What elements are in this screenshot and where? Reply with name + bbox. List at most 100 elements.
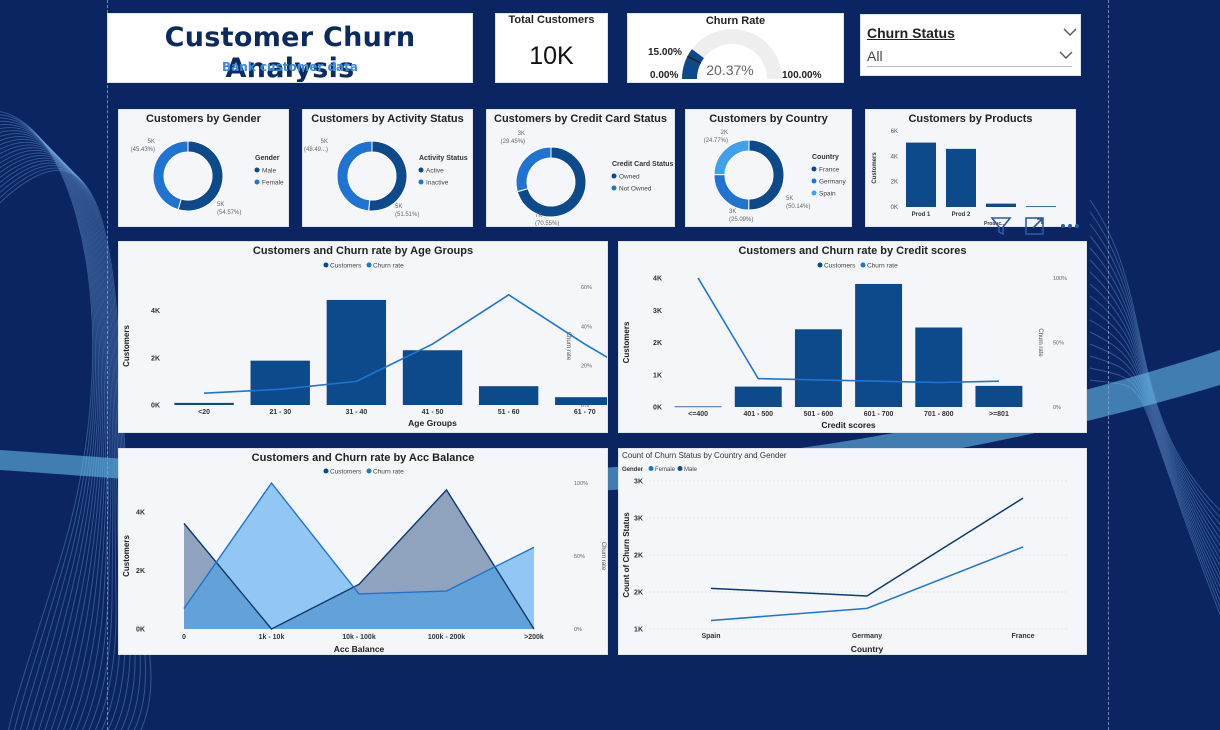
bar (794, 329, 842, 407)
wave-line (0, 130, 103, 730)
card-acc-balance[interactable]: Customers and Churn rate by Acc Balance … (118, 448, 608, 655)
series-line-female (710, 546, 1024, 622)
slicer-value: All (867, 48, 883, 64)
legend-title: Gender (255, 155, 280, 162)
chevron-down-icon[interactable] (1063, 27, 1077, 37)
x-tick-label: France (1012, 633, 1035, 640)
donut-slice (713, 173, 750, 211)
y-tick-label: 4K (653, 276, 662, 283)
wave-line (0, 133, 104, 730)
y-tick-label: 1K (634, 627, 643, 634)
bar (1026, 206, 1056, 208)
title-card: Customer Churn Analysis Bank customer da… (107, 13, 473, 83)
y2-tick-label: 20% (581, 364, 592, 370)
card-gender[interactable]: Customers by Gender Gender Male Female 5K (5… (118, 109, 289, 227)
chart-title: Customers by Gender (146, 113, 261, 125)
slicer-dropdown[interactable]: All (867, 48, 1072, 67)
kpi-churn-rate-gauge[interactable]: Churn Rate 20.37% 0.00% 100.00% 15.00% (627, 13, 844, 83)
y-tick-label: 2K (634, 590, 643, 597)
y-tick-label: 2K (891, 180, 898, 186)
data-label: 5K (148, 139, 155, 145)
donut-slice (336, 140, 373, 212)
legend-marker (677, 466, 683, 471)
y2-tick-label: 0% (574, 627, 582, 633)
wave-line (0, 127, 101, 730)
legend-item: Customers (824, 263, 856, 270)
wave-line (1089, 295, 1220, 567)
legend-marker (611, 173, 617, 179)
gauge-value: 20.37% (706, 62, 753, 78)
page-subtitle: Bank customer data (222, 60, 358, 74)
y2-axis-title: Churn rate (600, 542, 606, 571)
x-tick-label: 51 - 60 (498, 409, 520, 416)
data-label: (51.51%) (395, 212, 419, 218)
chevron-down-icon[interactable] (1059, 50, 1073, 60)
card-credit-card[interactable]: Customers by Credit Card Status Credit C… (486, 109, 675, 227)
credit-chart-svg: Customers Churn rate 0K 1K 2K 3K 4K 0% 50% 100% Cu… (622, 262, 1067, 430)
x-tick-label: Spain (701, 633, 720, 640)
gauge-max-label: 100.00% (782, 70, 822, 81)
wave-line (1089, 307, 1220, 574)
wave-line (0, 152, 117, 730)
x-axis-title: Country (851, 644, 884, 654)
wave-line (1089, 223, 1220, 525)
focus-mode-icon[interactable] (1024, 215, 1046, 237)
filter-icon[interactable] (990, 215, 1012, 237)
y2-tick-label: 0% (1053, 405, 1061, 411)
legend-title: Credit Card Status (612, 161, 674, 168)
page-title: Customer Churn Analysis (164, 22, 416, 83)
x-tick-label: 501 - 600 (804, 411, 834, 418)
bar (855, 283, 903, 407)
x-tick-label: <=400 (688, 411, 708, 418)
chart-title: Customers by Products (908, 113, 1033, 125)
bar (326, 299, 387, 405)
x-axis-title: Produc... (984, 221, 1006, 227)
visual-header-toolbar (986, 211, 1086, 241)
churn-status-slicer[interactable]: Churn Status All (860, 14, 1081, 76)
legend-item: France (819, 167, 840, 174)
card-country[interactable]: Customers by Country Country France German… (685, 109, 852, 227)
legend-item: Female (655, 467, 676, 473)
y-tick-label: 2K (653, 340, 662, 347)
wave-line (0, 141, 109, 730)
legend-item: Spain (819, 191, 836, 198)
more-options-icon[interactable] (1058, 215, 1082, 237)
wave-line (1089, 247, 1220, 539)
card-age-groups[interactable]: Customers and Churn rate by Age Groups C… (118, 241, 608, 433)
kpi-total-customers[interactable]: Total Customers 10K (495, 13, 608, 83)
churn-rate-line (183, 481, 535, 609)
legend-item: Customers (330, 469, 362, 476)
data-label: 5K (395, 204, 402, 210)
products-bar-svg: Customers 0K 2K 4K 6K Prod 1 Prod 2 Produc... (872, 129, 1056, 227)
y-tick-label: 0K (151, 403, 160, 410)
wave-line (0, 139, 107, 730)
x-tick-label: >=801 (989, 411, 1009, 418)
legend-item: Male (262, 168, 276, 175)
bar (250, 360, 310, 405)
legend-marker (323, 468, 329, 474)
wave-line (0, 120, 98, 730)
donut-slice (515, 146, 552, 193)
card-credit-scores[interactable]: Customers and Churn rate by Credit score… (618, 241, 1087, 433)
x-tick-label: 401 - 500 (743, 411, 773, 418)
wave-line (1089, 235, 1220, 532)
y2-tick-label: 60% (581, 285, 592, 291)
x-tick-label: 701 - 800 (924, 411, 954, 418)
y2-axis-title: Churn rate (1037, 328, 1043, 357)
data-label: (24.77%) (704, 138, 728, 144)
bar (174, 402, 234, 405)
donut-slice (368, 140, 408, 212)
y2-axis-title: Churn rate (565, 332, 571, 361)
donut-activity-svg: Activity Status Active Inactive 5K (51.51%) 5… (304, 139, 468, 218)
wave-line (0, 147, 112, 730)
data-label: (54.57%) (217, 210, 241, 216)
donut-slice (713, 139, 750, 176)
wave-line (0, 114, 95, 730)
bar (402, 350, 463, 405)
legend-title: Activity Status (419, 155, 468, 162)
card-country-gender[interactable]: Count of Churn Status by Country and Gen… (618, 448, 1087, 655)
card-products[interactable]: Customers by Products Customers 0K 2K 4K 6K P… (865, 109, 1076, 227)
y-tick-label: 0K (653, 405, 662, 412)
data-label: (50.14%) (786, 204, 810, 210)
card-activity[interactable]: Customers by Activity Status Activity St… (302, 109, 473, 227)
